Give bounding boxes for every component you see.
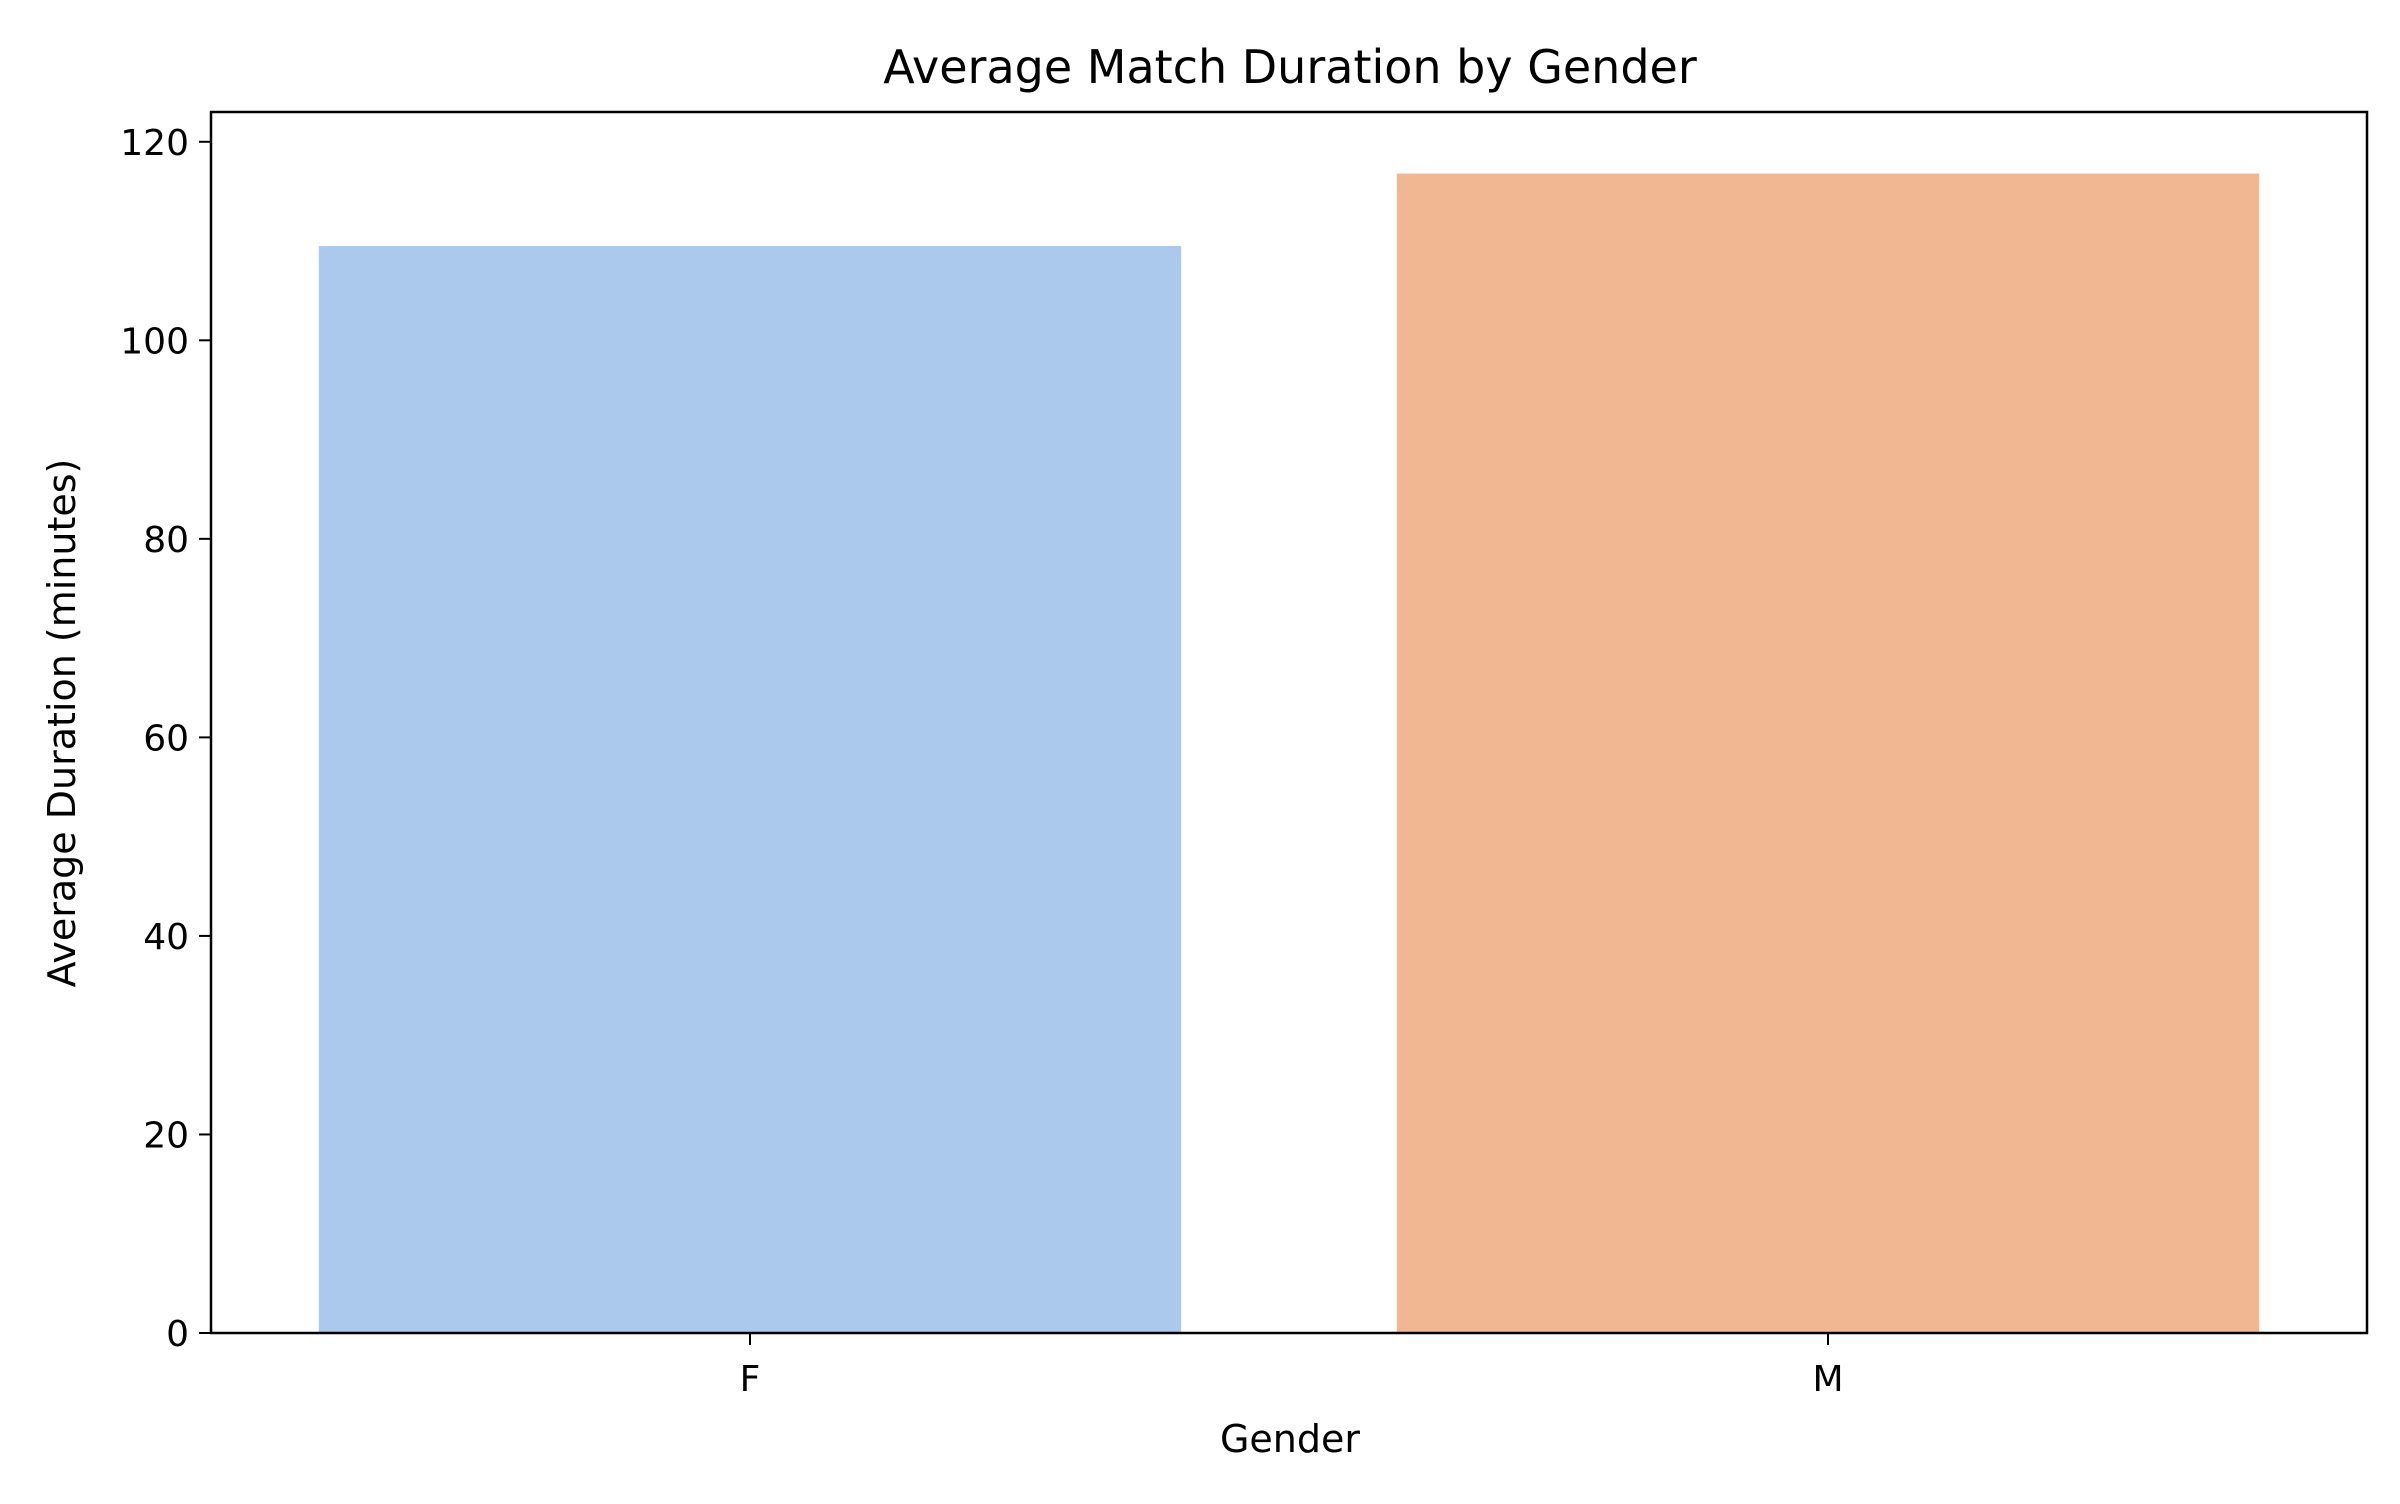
- bar-m: [1396, 173, 2260, 1333]
- y-tick-label: 0: [166, 1314, 189, 1355]
- bar-f: [318, 246, 1182, 1333]
- y-tick-label: 40: [143, 917, 189, 958]
- x-tick-label: M: [1812, 1359, 1843, 1400]
- y-tick-label: 60: [143, 718, 189, 759]
- y-tick-label: 80: [143, 520, 189, 561]
- chart-title: Average Match Duration by Gender: [883, 40, 1697, 94]
- plot-frame: [209, 110, 2369, 1335]
- y-axis-label: Average Duration (minutes): [40, 459, 84, 988]
- y-tick-label: 120: [120, 123, 189, 164]
- x-axis-label: Gender: [1220, 1417, 1360, 1461]
- x-tick-label: F: [740, 1359, 761, 1400]
- y-tick-label: 20: [143, 1115, 189, 1156]
- y-axis: 0 20 40 60 80 100 120: [120, 123, 211, 1355]
- y-tick-label: 100: [120, 321, 189, 362]
- bars-layer: [318, 173, 2260, 1333]
